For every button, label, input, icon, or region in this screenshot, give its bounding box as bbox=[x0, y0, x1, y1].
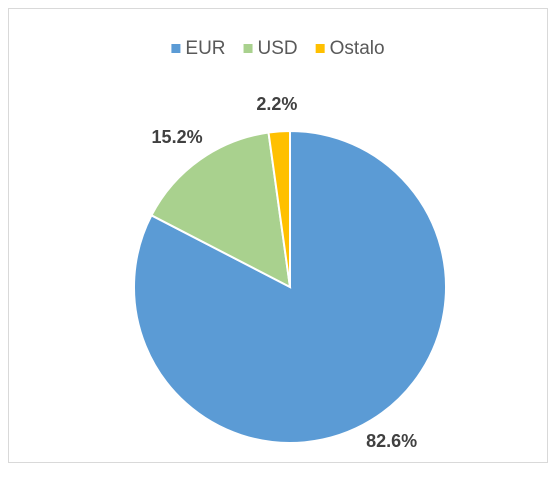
pie-slice bbox=[267, 129, 291, 288]
legend-swatch bbox=[243, 44, 253, 53]
pie-slice bbox=[150, 131, 292, 289]
legend-label: EUR bbox=[185, 38, 225, 59]
data-label: 15.2% bbox=[152, 127, 203, 147]
legend-label: USD bbox=[258, 38, 298, 59]
legend-swatch bbox=[171, 44, 181, 53]
data-label: 2.2% bbox=[256, 94, 297, 114]
legend-label: Ostalo bbox=[330, 38, 385, 59]
legend-swatch bbox=[315, 44, 325, 53]
data-label: 82.6% bbox=[366, 431, 417, 451]
